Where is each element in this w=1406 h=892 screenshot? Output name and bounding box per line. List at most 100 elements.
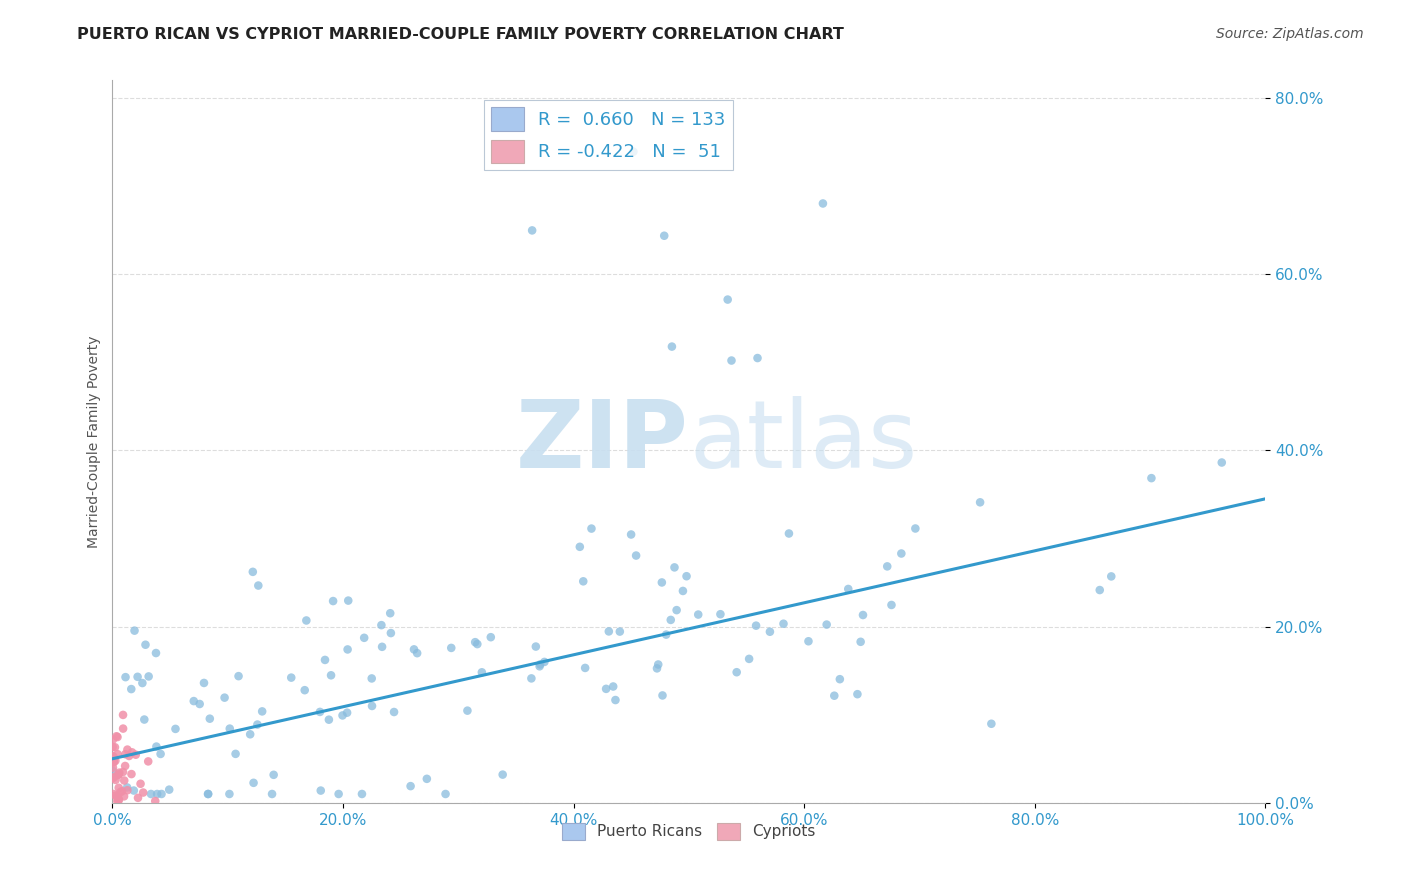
Point — [533, 655, 555, 669]
Point — [709, 607, 731, 622]
Point — [416, 772, 439, 786]
Point — [772, 616, 794, 631]
Point — [114, 747, 136, 762]
Point — [120, 682, 142, 697]
Point — [134, 638, 156, 652]
Point — [115, 780, 138, 795]
Point — [572, 574, 595, 589]
Point — [568, 540, 591, 554]
Point — [117, 742, 139, 756]
Point — [101, 761, 124, 775]
Point — [104, 789, 127, 803]
Point — [105, 794, 128, 808]
Point — [361, 698, 384, 713]
Point — [157, 782, 180, 797]
Point — [672, 583, 695, 598]
Point — [652, 228, 675, 243]
Point — [112, 789, 135, 804]
Point — [104, 772, 127, 787]
Point — [524, 640, 547, 654]
Point — [165, 722, 187, 736]
Point — [846, 687, 869, 701]
Text: PUERTO RICAN VS CYPRIOT MARRIED-COUPLE FAMILY POVERTY CORRELATION CHART: PUERTO RICAN VS CYPRIOT MARRIED-COUPLE F… — [77, 27, 844, 42]
Point — [353, 631, 375, 645]
Point — [778, 526, 800, 541]
Point — [815, 617, 838, 632]
Point — [150, 787, 173, 801]
Point — [250, 705, 273, 719]
Point — [138, 669, 160, 683]
Point — [103, 755, 125, 769]
Point — [107, 730, 129, 744]
Point — [188, 697, 211, 711]
Point — [121, 745, 143, 759]
Point — [146, 787, 169, 801]
Point — [136, 755, 159, 769]
Point — [336, 642, 359, 657]
Point — [581, 522, 603, 536]
Point — [110, 785, 132, 799]
Point — [101, 764, 124, 778]
Point — [852, 607, 875, 622]
Point — [720, 353, 742, 368]
Point — [104, 770, 127, 784]
Point — [225, 747, 247, 761]
Point — [382, 705, 405, 719]
Point — [980, 716, 1002, 731]
Point — [197, 787, 219, 801]
Point — [107, 780, 129, 795]
Point — [890, 547, 912, 561]
Point — [665, 603, 688, 617]
Point — [647, 657, 669, 672]
Point — [134, 713, 156, 727]
Point — [529, 659, 551, 673]
Point — [602, 680, 624, 694]
Point — [811, 196, 834, 211]
Point — [107, 794, 129, 808]
Point — [664, 560, 686, 574]
Point — [145, 739, 167, 754]
Point — [725, 665, 748, 680]
Point — [218, 722, 240, 736]
Point — [114, 759, 136, 773]
Point — [479, 630, 502, 644]
Point — [624, 549, 647, 563]
Point — [328, 787, 350, 801]
Point — [319, 668, 342, 682]
Point — [121, 767, 143, 781]
Point — [661, 340, 683, 354]
Point — [823, 689, 845, 703]
Point — [717, 293, 740, 307]
Point — [101, 748, 124, 763]
Point — [114, 670, 136, 684]
Point — [103, 749, 125, 764]
Point — [655, 627, 678, 641]
Point — [108, 792, 131, 806]
Point — [218, 787, 240, 801]
Point — [434, 787, 457, 801]
Point — [738, 652, 761, 666]
Point — [529, 657, 551, 672]
Point — [105, 789, 128, 804]
Point — [103, 751, 125, 765]
Point — [659, 613, 682, 627]
Point — [759, 624, 782, 639]
Point — [456, 704, 478, 718]
Y-axis label: Married-Couple Family Poverty: Married-Couple Family Poverty — [87, 335, 101, 548]
Point — [309, 705, 332, 719]
Point — [247, 578, 270, 592]
Point — [471, 665, 494, 680]
Point — [520, 223, 543, 237]
Text: ZIP: ZIP — [516, 395, 689, 488]
Point — [598, 624, 620, 639]
Point — [112, 722, 135, 736]
Point — [101, 752, 124, 766]
Point — [198, 712, 221, 726]
Text: atlas: atlas — [689, 395, 917, 488]
Point — [380, 626, 402, 640]
Point — [239, 727, 262, 741]
Point — [104, 754, 127, 768]
Point — [246, 717, 269, 731]
Point — [122, 783, 145, 797]
Point — [103, 756, 125, 770]
